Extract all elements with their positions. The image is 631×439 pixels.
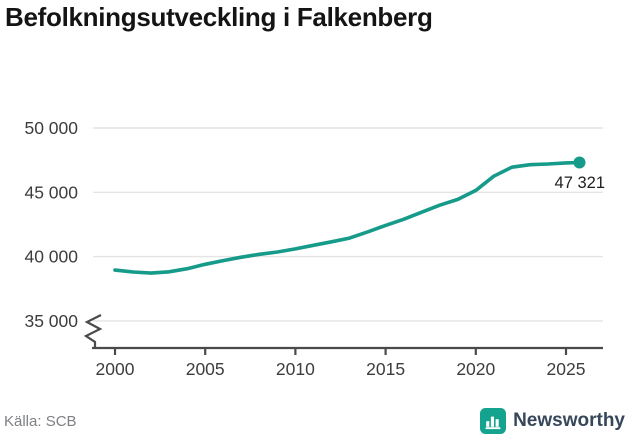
x-tick-label: 2015 xyxy=(366,359,405,379)
x-tick-label: 2010 xyxy=(276,359,315,379)
axis-break-icon xyxy=(83,314,103,347)
bar-chart-icon xyxy=(480,408,507,434)
y-tick-label: 50 000 xyxy=(24,118,78,138)
population-line xyxy=(113,160,582,275)
newsworthy-wordmark: Newsworthy xyxy=(513,410,625,431)
y-tick-label: 35 000 xyxy=(24,311,78,331)
end-value-label: 47 321 xyxy=(555,174,605,192)
x-tick-label: 2020 xyxy=(456,359,495,379)
end-point-dot xyxy=(573,156,586,169)
chart-title: Befolkningsutveckling i Falkenberg xyxy=(5,2,433,32)
y-tick-label: 40 000 xyxy=(24,247,78,267)
x-tick-label: 2005 xyxy=(186,359,225,379)
x-tick-label: 2000 xyxy=(96,359,135,379)
chart-footer: Källa: SCB Newsworthy xyxy=(0,408,631,434)
y-tick-label: 45 000 xyxy=(24,182,78,202)
x-tick-label: 2025 xyxy=(547,359,586,379)
source-note: Källa: SCB xyxy=(4,412,77,430)
newsworthy-logo: Newsworthy xyxy=(480,408,625,434)
